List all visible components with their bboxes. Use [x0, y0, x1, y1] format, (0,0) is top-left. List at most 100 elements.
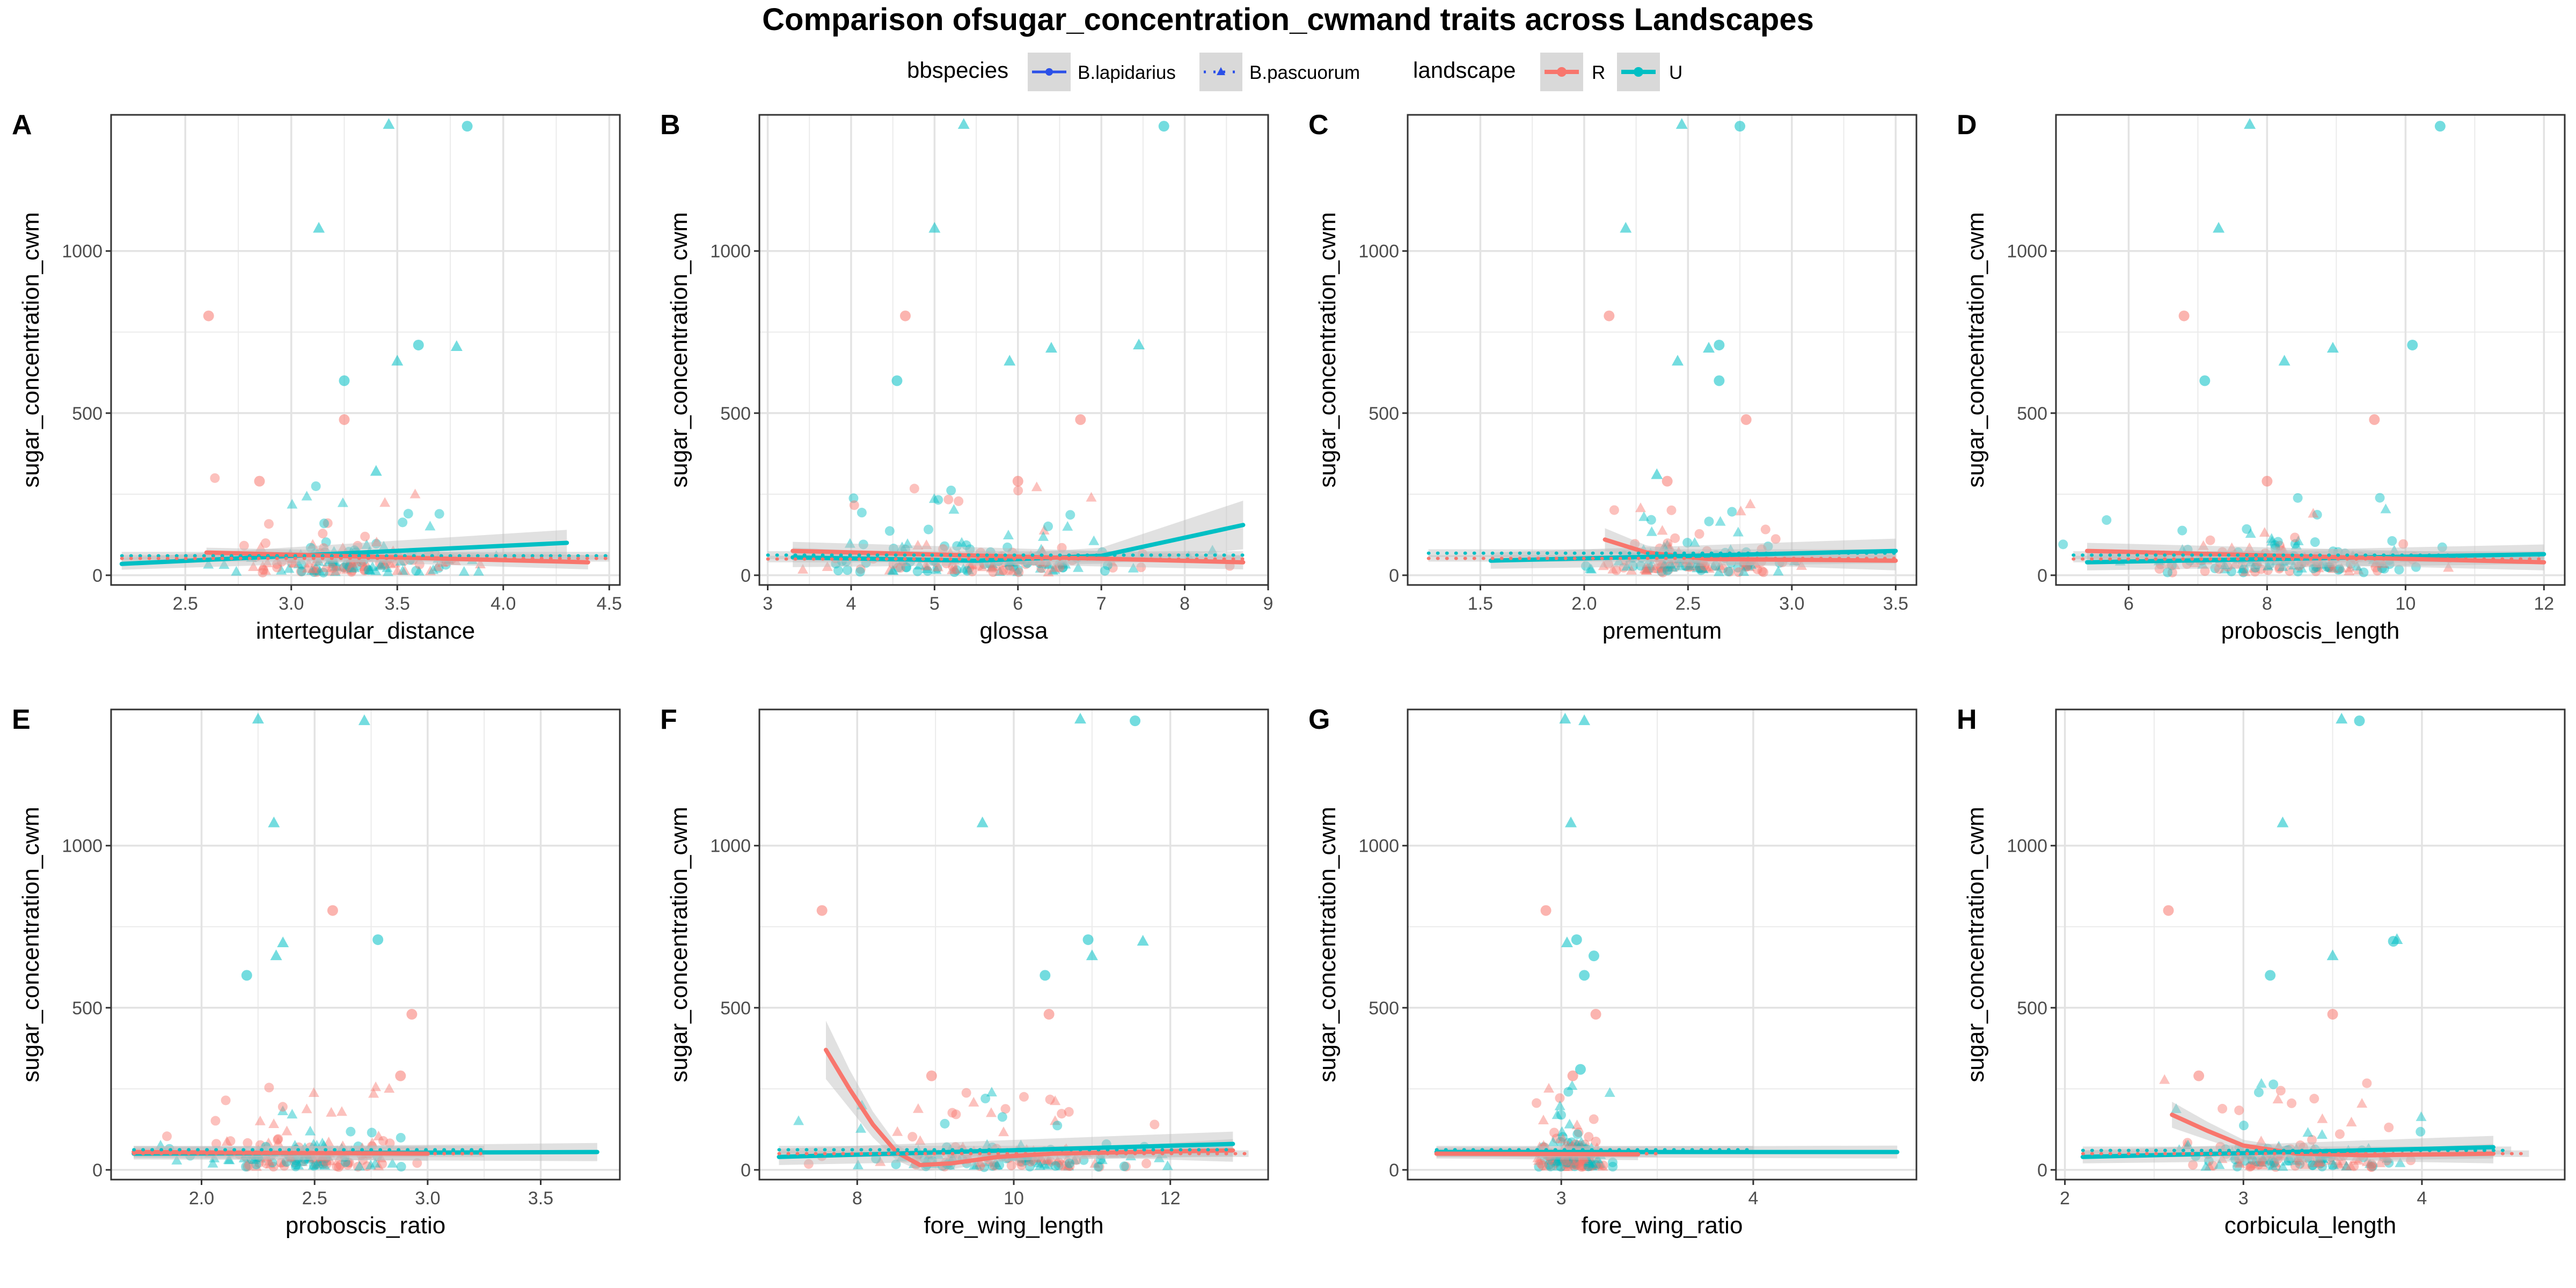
- bulk-point: [385, 1138, 395, 1148]
- bulk-point: [1022, 1152, 1034, 1162]
- y-tick-label: 500: [720, 404, 751, 424]
- plot-area: [759, 115, 1268, 585]
- bulk-point: [330, 566, 341, 576]
- bulk-point: [265, 1159, 276, 1169]
- bulk-point: [844, 538, 855, 548]
- data-layer: [1426, 118, 1898, 577]
- bulk-point: [1547, 1137, 1558, 1147]
- bulk-point: [2333, 565, 2343, 575]
- data-point: [2163, 905, 2174, 916]
- bulk-point: [243, 1138, 253, 1148]
- bulk-point: [888, 544, 898, 554]
- x-tick-label: 2.5: [302, 1188, 327, 1209]
- bulk-point: [892, 1126, 903, 1136]
- panel-tag: C: [1308, 109, 1329, 141]
- bulk-point: [1582, 1159, 1592, 1169]
- bulk-point: [1005, 557, 1016, 567]
- bulk-point: [1038, 531, 1049, 541]
- bulk-point: [287, 558, 297, 568]
- data-point: [1559, 713, 1571, 724]
- data-point: [2178, 310, 2190, 321]
- bulk-point: [2328, 1160, 2338, 1170]
- data-point: [2407, 339, 2418, 350]
- bulk-point: [318, 1159, 328, 1169]
- data-point: [2326, 949, 2339, 961]
- bulk-point: [1035, 1152, 1046, 1162]
- bulk-point: [1738, 566, 1750, 576]
- plot-area: [2056, 115, 2565, 585]
- bulk-point: [398, 517, 408, 528]
- data-layer: [119, 118, 611, 577]
- bulk-point: [1578, 1152, 1590, 1162]
- bulk-point: [330, 557, 341, 567]
- data-point: [2277, 816, 2289, 828]
- bulk-point: [1141, 1159, 1152, 1169]
- bulk-point: [1692, 562, 1703, 573]
- bulk-point: [2350, 1153, 2361, 1163]
- bulk-point: [1000, 1104, 1011, 1114]
- bulk-point: [367, 1141, 377, 1151]
- bulk-point: [1095, 1154, 1106, 1165]
- bulk-point: [268, 1161, 279, 1172]
- bulk-point: [2275, 1086, 2286, 1096]
- bulk-point: [2266, 536, 2278, 546]
- bulk-point: [1673, 553, 1685, 564]
- bulk-point: [1576, 1137, 1587, 1147]
- bulk-point: [1089, 1158, 1101, 1168]
- bulk-point: [1153, 1152, 1165, 1162]
- bulk-point: [303, 1152, 314, 1162]
- bulk-point: [367, 561, 378, 572]
- bulk-point: [360, 566, 370, 576]
- bulk-point: [1584, 1132, 1594, 1142]
- bulk-point: [261, 1158, 271, 1168]
- bulk-point: [2293, 493, 2303, 503]
- bulk-point: [432, 561, 443, 571]
- bulk-point: [273, 1134, 283, 1144]
- x-tick-label: 4.5: [597, 594, 622, 614]
- bulk-point: [1049, 562, 1060, 572]
- bulk-point: [310, 555, 321, 565]
- bulk-point: [2167, 567, 2177, 577]
- bulk-point: [1136, 562, 1146, 573]
- bulk-point: [1598, 1160, 1608, 1170]
- bulk-point: [308, 564, 319, 574]
- bulk-point: [1556, 1126, 1568, 1136]
- bulk-point: [2219, 564, 2230, 574]
- bulk-point: [390, 558, 401, 568]
- bulk-point: [261, 1151, 273, 1161]
- bulk-point: [2366, 1161, 2376, 1172]
- bulk-point: [1626, 565, 1637, 575]
- bulk-point: [294, 1142, 304, 1152]
- bulk-point: [322, 1151, 333, 1161]
- bulk-point: [1708, 561, 1719, 571]
- bulk-point: [347, 558, 358, 568]
- bulk-point: [1725, 567, 1735, 577]
- fit-line-b-lapidarius: [2170, 1113, 2496, 1158]
- y-tick-label: 0: [92, 1160, 103, 1181]
- bulk-point: [239, 540, 249, 551]
- bulk-point: [997, 1112, 1007, 1122]
- bulk-point: [171, 1154, 182, 1165]
- bulk-point: [2371, 556, 2382, 566]
- bulk-point: [1021, 559, 1031, 569]
- bulk-point: [1552, 1133, 1562, 1144]
- bulk-point: [2253, 1087, 2264, 1097]
- bulk-point: [1007, 565, 1018, 575]
- bulk-point: [2248, 1158, 2259, 1168]
- bulk-point: [210, 473, 220, 483]
- bulk-point: [1568, 1160, 1579, 1170]
- bulk-point: [1609, 505, 1619, 515]
- bulk-point: [1538, 1114, 1549, 1124]
- bulk-point: [403, 509, 413, 519]
- bulk-point: [947, 565, 958, 575]
- bulk-point: [1733, 562, 1743, 573]
- bulk-point: [1644, 564, 1655, 574]
- legend-label-b-lapidarius: B.lapidarius: [1078, 62, 1176, 83]
- bulk-point: [2248, 563, 2259, 573]
- bulk-point: [321, 537, 331, 547]
- bulk-point: [373, 1160, 384, 1170]
- bulk-point: [1598, 560, 1609, 570]
- bulk-point: [312, 553, 324, 564]
- bulk-point: [251, 1161, 262, 1171]
- bulk-point: [1757, 544, 1767, 554]
